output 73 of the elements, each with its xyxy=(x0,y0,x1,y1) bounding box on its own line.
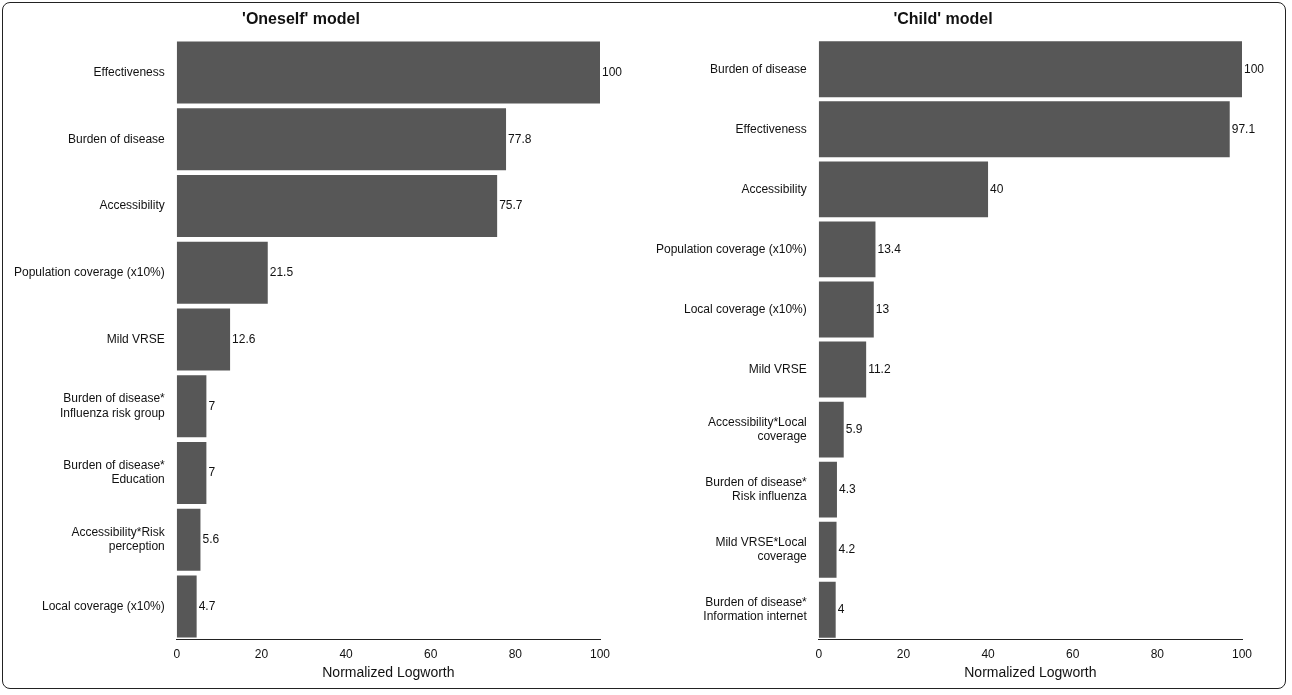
data-label: 77.8 xyxy=(508,131,532,146)
bar xyxy=(176,375,207,438)
y-tick-label: Mild VRSE xyxy=(106,331,165,346)
bar xyxy=(818,521,837,578)
data-label: 7 xyxy=(208,465,216,480)
x-tick-label: 40 xyxy=(981,647,996,662)
y-tick-label: Population coverage (x10%) xyxy=(655,241,807,256)
y-tick-label: Effectiveness xyxy=(93,64,165,79)
bar xyxy=(818,341,867,398)
y-tick-label: Population coverage (x10%) xyxy=(13,265,165,280)
chart-title: 'Oneself' model xyxy=(242,10,360,28)
bar xyxy=(818,221,876,278)
y-tick-label: Burden of disease* Risk influenza xyxy=(705,474,808,504)
bar xyxy=(176,441,207,504)
y-tick-label: Burden of disease xyxy=(68,131,166,146)
bar xyxy=(176,175,498,238)
data-label: 4.2 xyxy=(838,542,856,557)
data-label: 5.6 xyxy=(202,532,220,547)
data-label: 97.1 xyxy=(1231,121,1256,136)
bar xyxy=(176,308,231,371)
y-tick-label: Burden of disease xyxy=(710,61,808,76)
x-tick-label: 60 xyxy=(424,647,438,662)
chart-title: 'Child' model xyxy=(893,10,993,28)
x-axis-title: Normalized Logworth xyxy=(322,664,455,681)
data-label: 21.5 xyxy=(269,265,294,280)
data-label: 75.7 xyxy=(499,198,523,213)
bar xyxy=(176,575,197,638)
x-tick-label: 20 xyxy=(254,647,269,662)
y-tick-label: Local coverage (x10%) xyxy=(684,301,807,316)
y-tick-label: Mild VRSE xyxy=(748,361,807,376)
data-label: 5.9 xyxy=(845,421,863,436)
bar xyxy=(818,101,1230,158)
y-tick-label: Accessibility*Local coverage xyxy=(708,414,808,444)
bar xyxy=(818,41,1242,98)
bar xyxy=(818,401,844,458)
y-tick-label: Accessibility xyxy=(741,181,807,196)
x-tick-label: 0 xyxy=(173,647,181,662)
data-label: 11.2 xyxy=(868,361,891,376)
data-label: 4.3 xyxy=(838,481,856,496)
bar xyxy=(818,461,837,518)
bar xyxy=(818,581,836,638)
y-tick-label: Burden of disease* Influenza risk group xyxy=(60,391,166,420)
y-tick-label: Effectiveness xyxy=(735,121,807,136)
bar xyxy=(818,281,874,338)
y-tick-label: Burden of disease* Information internet xyxy=(703,594,808,624)
data-label: 7 xyxy=(208,398,216,413)
bar xyxy=(176,41,600,104)
data-label: 40 xyxy=(990,181,1004,196)
x-tick-label: 20 xyxy=(896,647,911,662)
data-label: 12.6 xyxy=(232,331,256,346)
bar xyxy=(818,161,989,218)
x-tick-label: 0 xyxy=(815,647,823,662)
data-label: 13 xyxy=(875,301,890,316)
y-tick-label: Burden of disease* Education xyxy=(63,458,166,487)
x-tick-label: 80 xyxy=(1150,647,1165,662)
x-tick-label: 60 xyxy=(1066,647,1080,662)
data-label: 4.7 xyxy=(198,598,216,613)
x-tick-label: 100 xyxy=(589,647,611,662)
y-tick-label: Accessibility xyxy=(99,198,165,213)
x-tick-label: 40 xyxy=(339,647,354,662)
x-axis-title: Normalized Logworth xyxy=(964,664,1097,681)
x-tick-label: 100 xyxy=(1231,647,1253,662)
bar xyxy=(176,508,201,571)
data-label: 4 xyxy=(837,602,845,617)
x-tick-label: 80 xyxy=(508,647,523,662)
data-label: 13.4 xyxy=(877,241,902,256)
y-tick-label: Accessibility*Risk perception xyxy=(71,524,166,554)
y-tick-label: Mild VRSE*Local coverage xyxy=(715,534,808,564)
data-label: 100 xyxy=(1244,61,1265,76)
bar xyxy=(176,108,507,171)
data-label: 100 xyxy=(602,64,623,79)
bar xyxy=(176,241,268,304)
y-tick-label: Local coverage (x10%) xyxy=(42,598,165,613)
